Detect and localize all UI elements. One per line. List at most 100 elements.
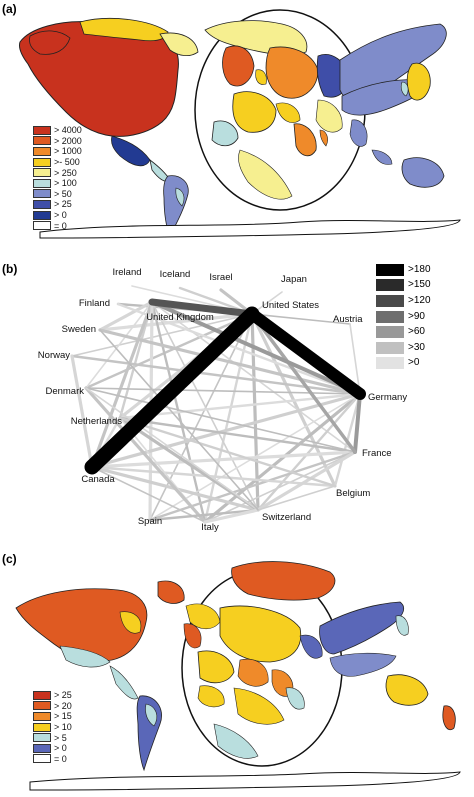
network-edge <box>99 329 259 511</box>
map-a-netherlands <box>255 69 267 85</box>
legend-c-row: > 5 <box>33 732 72 743</box>
node-label-canada: Canada <box>81 474 115 485</box>
legend-b-swatch <box>376 279 404 292</box>
network-edge <box>250 312 357 454</box>
legend-a-row: > 2000 <box>33 136 82 147</box>
node-label-spain: Spain <box>138 516 162 527</box>
node-label-denmark: Denmark <box>45 386 84 397</box>
map-c-us-south <box>59 645 111 668</box>
legend-c-swatch <box>33 701 51 711</box>
legend-c-row: > 0 <box>33 743 72 754</box>
map-c-new-zealand <box>442 705 456 731</box>
node-label-finland: Finland <box>79 298 110 309</box>
map-a-canada-band <box>79 17 169 42</box>
network-edge <box>151 301 259 511</box>
node-label-switzerland: Switzerland <box>262 512 311 523</box>
node-label-belgium: Belgium <box>336 488 370 499</box>
legend-a-row: > 1000 <box>33 146 82 157</box>
legend-c-swatch <box>33 754 51 764</box>
map-a-canada-east <box>159 32 199 56</box>
legend-c-label: > 25 <box>54 690 72 701</box>
network-edge <box>118 416 337 488</box>
map-c-uk <box>183 623 202 649</box>
network-edge-us-germany <box>246 308 366 400</box>
map-c-australia <box>385 674 429 706</box>
network-edge <box>70 354 362 396</box>
legend-a-label: > 100 <box>54 178 77 189</box>
network-edge <box>90 300 154 469</box>
legend-c-row: = 0 <box>33 754 72 765</box>
panel-label-c: (c) <box>2 552 17 566</box>
legend-a-row: > 25 <box>33 199 82 210</box>
map-c-south-europe <box>233 687 285 725</box>
legend-b-swatch <box>376 341 404 354</box>
legend-a-swatch <box>33 210 51 220</box>
legend-a-swatch <box>33 221 51 231</box>
network-node-labels: Ireland Iceland Israel Japan Finland United K… <box>38 267 408 533</box>
map-a-south-america-2 <box>175 187 185 207</box>
legend-b-row: >150 <box>376 278 452 294</box>
network-edge <box>98 312 254 332</box>
legend-a-row: > 0 <box>33 210 82 221</box>
map-a-france <box>232 91 277 133</box>
network-edge <box>90 465 337 488</box>
network-edge <box>70 354 94 469</box>
network-edge <box>85 387 356 453</box>
node-label-uk: United Kingdom <box>146 312 214 323</box>
legend-b-row: >180 <box>376 262 452 278</box>
map-a-japan <box>406 62 431 101</box>
panel-label-a: (a) <box>2 2 17 16</box>
legend-b-swatch <box>376 263 404 276</box>
network-edge <box>256 392 362 512</box>
network-edges <box>70 285 363 524</box>
cartogram-c <box>15 561 461 791</box>
legend-a-row: >- 500 <box>33 157 82 168</box>
legend-a-row: > 50 <box>33 189 82 200</box>
network-strong-edges <box>84 298 366 475</box>
legend-a-swatch <box>33 136 51 146</box>
legend-a-swatch <box>33 189 51 199</box>
legend-a-swatch <box>33 125 51 135</box>
legend-c-row: > 15 <box>33 711 72 722</box>
legend-b-row: >60 <box>376 324 452 340</box>
network-edge <box>91 466 206 523</box>
map-a-uk <box>222 45 255 87</box>
network-edge <box>203 508 260 524</box>
network-edge <box>150 300 362 396</box>
legend-b-label: >60 <box>408 326 425 338</box>
legend-c-swatch <box>33 690 51 700</box>
network-edge <box>257 485 336 511</box>
legend-a-label: > 0 <box>54 210 67 221</box>
network-edge <box>84 386 207 524</box>
legend-a-row: > 4000 <box>33 125 82 136</box>
network-edge <box>90 450 357 469</box>
node-label-us: United States <box>262 300 319 311</box>
legend-c-swatch <box>33 711 51 721</box>
legend-b-label: >120 <box>408 294 431 306</box>
legend-b-swatch <box>376 326 404 339</box>
network-edge <box>203 392 362 524</box>
map-a-southeast <box>315 99 343 133</box>
network-edge <box>98 300 154 332</box>
network-edge <box>85 387 361 395</box>
legend-c-label: > 5 <box>54 732 67 743</box>
network-edge <box>353 392 362 454</box>
collaboration-network: Ireland Iceland Israel Japan Finland United K… <box>38 267 408 533</box>
map-a-germany <box>265 46 319 99</box>
legend-a-row: > 250 <box>33 167 82 178</box>
network-edge <box>148 450 357 522</box>
map-c-antarctica <box>29 771 461 791</box>
legend-c-label: > 0 <box>54 743 67 754</box>
map-c-canada-east <box>119 611 142 634</box>
map-a-africa-stripe <box>238 149 293 200</box>
map-a-australia <box>401 157 445 188</box>
map-a-korea <box>400 81 409 97</box>
map-c-japan <box>395 615 409 636</box>
legend-b-label: >180 <box>408 263 431 275</box>
map-c-north-america <box>15 588 148 662</box>
legend-c-swatch <box>33 743 51 753</box>
legend-c-label: > 15 <box>54 711 72 722</box>
map-a-italy <box>293 123 317 157</box>
network-edge <box>256 450 357 512</box>
